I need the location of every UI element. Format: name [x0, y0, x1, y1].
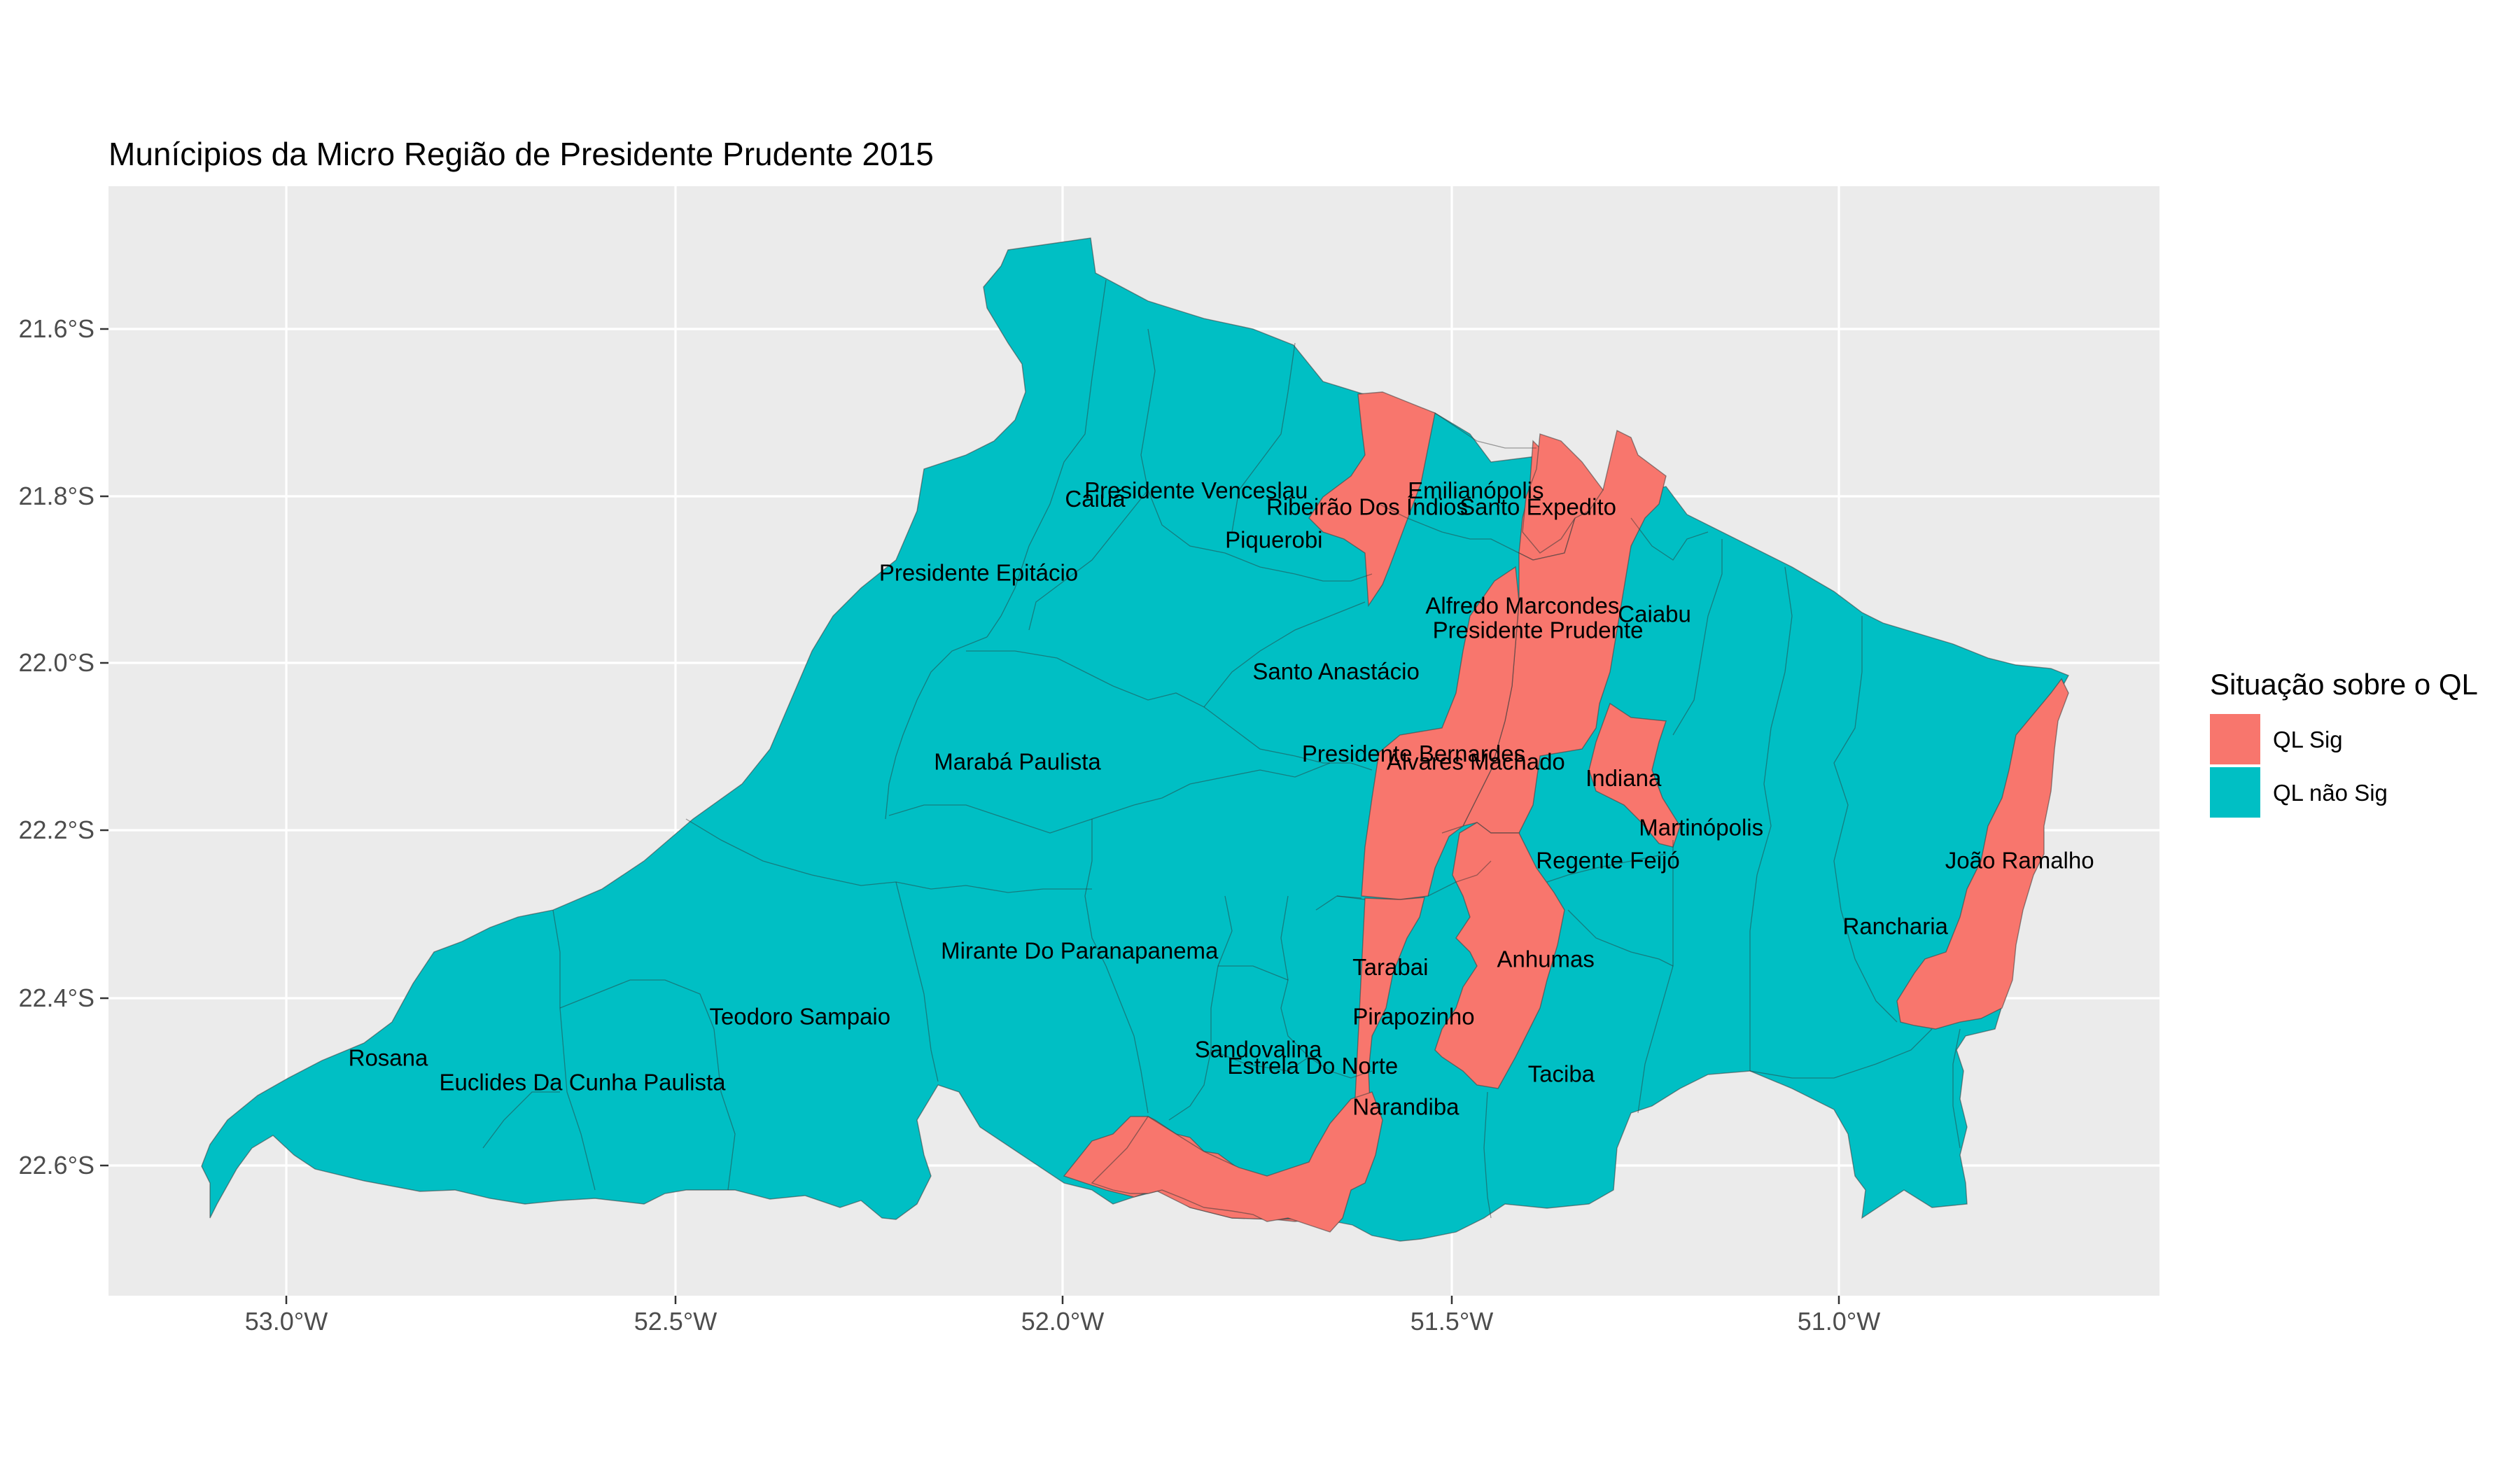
municipality-label: Caiuá	[1065, 486, 1126, 512]
municipality-label: Ribeirão Dos Índios	[1266, 494, 1468, 520]
boundary-line	[552, 909, 596, 1191]
boundary-line	[1427, 860, 1492, 897]
municipality-label: Narandiba	[1352, 1094, 1460, 1120]
boundary-line	[1218, 965, 1289, 981]
boundary-line	[1749, 1028, 1933, 1079]
region-presidente-prudente	[1462, 429, 1667, 834]
municipality-label: Rosana	[349, 1044, 428, 1070]
legend-label-ql-sig: QL Sig	[2273, 727, 2343, 752]
boundary-line	[888, 762, 1331, 834]
boundary-line	[895, 881, 939, 1082]
x-axis-labels: 53.0°W 52.5°W 52.0°W 51.5°W 51.0°W	[245, 1307, 1880, 1336]
boundary-line	[966, 650, 1373, 771]
municipality-label: Caiabu	[1618, 601, 1691, 626]
map-title: Munícipios da Micro Região de Presidente…	[108, 136, 934, 172]
boundary-line	[1315, 895, 1366, 911]
boundary-line	[1378, 503, 1520, 554]
region-ribeirao-dos-indios	[1308, 391, 1436, 608]
municipality-label: Presidente Epitácio	[879, 560, 1078, 586]
municipality-label: Martinópolis	[1639, 815, 1763, 841]
y-tick-label: 21.8°S	[19, 482, 94, 510]
x-tick-label: 52.0°W	[1021, 1307, 1104, 1336]
x-tick-label: 52.5°W	[634, 1307, 717, 1336]
municipality-label: Presidente Bernardes	[1302, 741, 1525, 766]
x-tick-label: 51.5°W	[1410, 1307, 1493, 1336]
municipality-label: Rancharia	[1842, 913, 1948, 939]
boundary-line	[1833, 616, 1898, 1023]
municipality-label: Alfredo Marcondes	[1425, 593, 1619, 619]
y-tick-label: 22.2°S	[19, 816, 94, 844]
boundary-line	[1168, 895, 1233, 1121]
boundary-line	[482, 1091, 560, 1149]
boundary-line	[1084, 819, 1149, 1114]
x-tick-label: 51.0°W	[1798, 1307, 1880, 1336]
boundary-line	[1483, 1091, 1492, 1219]
y-tick-label: 21.6°S	[19, 314, 94, 343]
boundary-line	[1637, 840, 1674, 1114]
y-axis-labels: 21.6°S 21.8°S 22.0°S 22.2°S 22.4°S 22.6°…	[19, 314, 94, 1180]
region-alvares-machado	[1361, 566, 1520, 900]
region-joao-ramalho	[1896, 678, 2069, 1030]
municipality-label: Euclides Da Cunha Paulista	[439, 1070, 726, 1096]
municipality-label: Álvares Machado	[1387, 749, 1565, 775]
legend: Situação sobre o QL QL Sig QL não Sig	[2210, 668, 2478, 818]
boundary-line	[1280, 895, 1373, 1079]
municipality-label: Tarabai	[1352, 954, 1428, 980]
boundary-line	[895, 881, 1092, 893]
municipality-label: Presidente Venceslau	[1084, 477, 1308, 503]
municipality-label: Teodoro Sampaio	[709, 1004, 890, 1030]
boundary-line	[1630, 517, 1709, 561]
boundary-line	[1028, 489, 1149, 631]
municipality-label: Regente Feijó	[1536, 848, 1679, 874]
municipality-label: João Ramalho	[1945, 848, 2094, 874]
boundary-line	[1231, 342, 1296, 533]
municipality-label: Marabá Paulista	[934, 749, 1101, 775]
y-tick-label: 22.0°S	[19, 648, 94, 677]
region-anhumas	[1434, 822, 1565, 1089]
municipality-label: Anhumas	[1497, 946, 1594, 972]
municipality-label: Piquerobi	[1225, 527, 1322, 553]
municipality-label: Santo Anastácio	[1252, 658, 1420, 684]
boundary-line	[1952, 1028, 1961, 1149]
municipality-label: Indiana	[1586, 765, 1662, 791]
boundary-line	[685, 818, 897, 886]
y-tick-label: 22.6°S	[19, 1151, 94, 1180]
legend-swatch-ql-sig	[2210, 714, 2260, 764]
boundary-line	[1140, 328, 1373, 582]
boundary-line	[1336, 895, 1362, 899]
municipality-label: Estrela Do Norte	[1227, 1053, 1398, 1079]
axis-ticks	[100, 328, 1840, 1304]
municipal-boundaries	[482, 279, 1961, 1219]
boundary-line	[1567, 909, 1674, 967]
legend-swatch-ql-nao-sig	[2210, 767, 2260, 818]
region-polygons	[201, 237, 2069, 1242]
boundary-line	[1749, 566, 1793, 1071]
boundary-line	[1434, 412, 1536, 449]
municipality-label: Santo Expedito	[1460, 494, 1616, 520]
y-tick-label: 22.4°S	[19, 983, 94, 1012]
boundary-line	[559, 979, 736, 1191]
region-alfredo-marcondes	[1522, 433, 1604, 554]
boundary-line	[986, 279, 1107, 638]
boundary-line	[1203, 601, 1366, 708]
legend-label-ql-nao-sig: QL não Sig	[2273, 780, 2388, 806]
legend-title: Situação sobre o QL	[2210, 668, 2478, 701]
municipality-label: Presidente Prudente	[1433, 617, 1644, 643]
municipality-label: Pirapozinho	[1352, 1004, 1474, 1030]
region-indiana	[1588, 702, 1681, 848]
municipality-label: Emilianópolis	[1408, 477, 1544, 503]
boundary-line	[885, 636, 988, 820]
municipality-label: Mirante Do Paranapanema	[941, 938, 1219, 964]
x-tick-label: 53.0°W	[245, 1307, 328, 1336]
municipality-label: Taciba	[1528, 1061, 1595, 1087]
boundary-line	[1546, 853, 1667, 883]
region-narandiba-south	[1091, 1091, 1383, 1233]
boundary-line	[1210, 1049, 1310, 1072]
boundary-line	[1672, 539, 1723, 736]
municipality-label: Sandovalina	[1195, 1037, 1322, 1063]
